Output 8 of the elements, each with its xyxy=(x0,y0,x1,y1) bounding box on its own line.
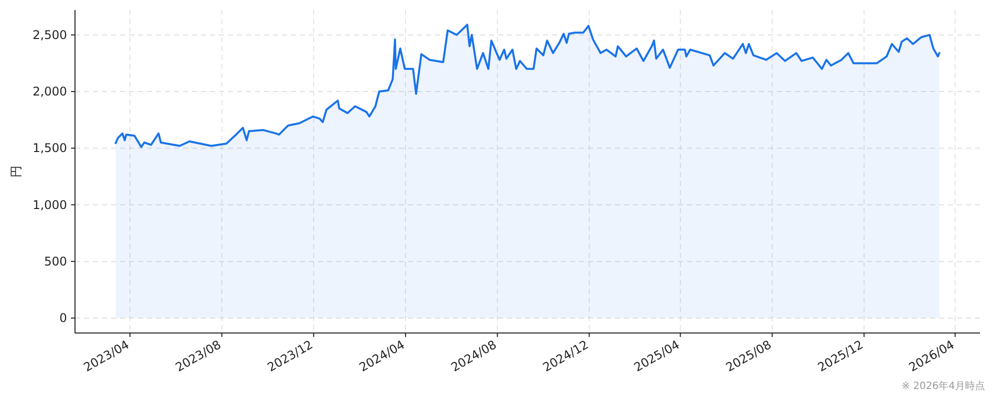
y-tick-label: 1,000 xyxy=(32,198,67,212)
y-tick-label: 2,500 xyxy=(32,28,67,42)
y-tick-label: 0 xyxy=(59,311,67,326)
y-tick-label: 500 xyxy=(44,254,67,268)
text: ※ 2026年4月時点 xyxy=(902,380,985,392)
y-tick-label: 1,500 xyxy=(32,141,67,156)
y-tick-label: 2,000 xyxy=(32,84,67,99)
y-axis-title: 円 xyxy=(9,166,23,178)
